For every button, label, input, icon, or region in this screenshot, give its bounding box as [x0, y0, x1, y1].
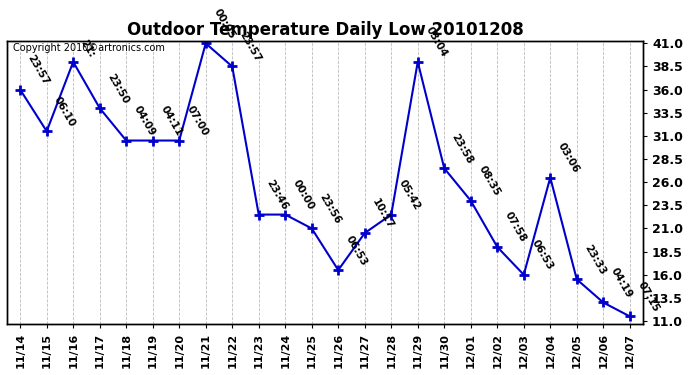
Text: 07:58: 07:58: [503, 210, 528, 244]
Text: Copyright 2010©artronics.com: Copyright 2010©artronics.com: [13, 44, 165, 53]
Text: 23:57: 23:57: [26, 53, 51, 87]
Text: 05:42: 05:42: [397, 178, 422, 212]
Text: 06:53: 06:53: [344, 234, 369, 267]
Text: 23:50: 23:50: [106, 72, 130, 105]
Title: Outdoor Temperature Daily Low 20101208: Outdoor Temperature Daily Low 20101208: [126, 21, 523, 39]
Text: 04:19: 04:19: [609, 266, 634, 300]
Text: 08:35: 08:35: [476, 164, 502, 198]
Text: 04:11: 04:11: [158, 104, 184, 138]
Text: 03:06: 03:06: [556, 141, 581, 175]
Text: 23:33: 23:33: [582, 243, 608, 277]
Text: 00:05: 00:05: [211, 7, 237, 40]
Text: 07:00: 07:00: [185, 104, 210, 138]
Text: 23:58: 23:58: [450, 132, 475, 165]
Text: 23:46: 23:46: [264, 178, 290, 212]
Text: 23:57: 23:57: [238, 30, 263, 64]
Text: 10:17: 10:17: [371, 196, 395, 230]
Text: 06:53: 06:53: [529, 238, 555, 272]
Text: 06:10: 06:10: [52, 95, 77, 129]
Text: 23:56: 23:56: [317, 192, 342, 226]
Text: 07:15: 07:15: [635, 280, 660, 314]
Text: 03:04: 03:04: [423, 25, 448, 59]
Text: 21:: 21:: [79, 38, 97, 59]
Text: 04:09: 04:09: [132, 104, 157, 138]
Text: 00:00: 00:00: [290, 178, 316, 212]
